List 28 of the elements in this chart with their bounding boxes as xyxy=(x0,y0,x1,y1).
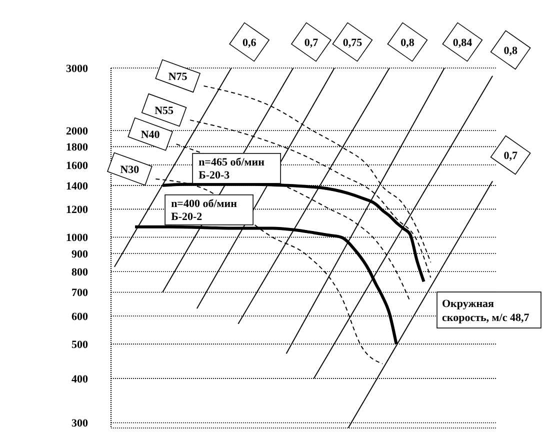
y-tick-label: 500 xyxy=(72,338,88,351)
y-tick-label: 3000 xyxy=(66,62,88,75)
series-label: N40 xyxy=(140,129,160,142)
y-tick-label: 1200 xyxy=(66,204,88,216)
series-label: 0,84 xyxy=(452,37,473,49)
y-tick-label: 1800 xyxy=(66,142,88,154)
y-tick-label: 400 xyxy=(72,373,88,386)
y-tick-label: 600 xyxy=(72,310,88,323)
series-label: N55 xyxy=(154,105,174,118)
series-label: n=465 об/мин Б-20-3 xyxy=(198,156,266,182)
text: 0,6 xyxy=(242,37,257,49)
text: 0,8 xyxy=(504,44,518,57)
y-tick-label: 300 xyxy=(72,418,88,430)
text: 0,8 xyxy=(400,37,415,49)
y-tick-label: 1400 xyxy=(66,180,88,192)
series-label: 0,75 xyxy=(342,37,363,49)
y-tick-label: 1600 xyxy=(66,160,88,172)
y-tick-label: 1000 xyxy=(66,232,88,244)
y-tick-label: 900 xyxy=(72,248,88,260)
text: 0,7 xyxy=(504,150,518,162)
y-tick-label: 700 xyxy=(72,287,88,300)
series-label: N30 xyxy=(120,164,140,176)
y-tick-label: 800 xyxy=(72,266,88,279)
series-label: N75 xyxy=(168,70,188,83)
text: 0,7 xyxy=(304,37,319,49)
annotation: Окружная скорость, м/с 48,7 xyxy=(442,298,530,324)
series-label: n=400 об/мин Б-20-2 xyxy=(171,198,238,223)
y-tick-label: 2000 xyxy=(66,125,88,138)
